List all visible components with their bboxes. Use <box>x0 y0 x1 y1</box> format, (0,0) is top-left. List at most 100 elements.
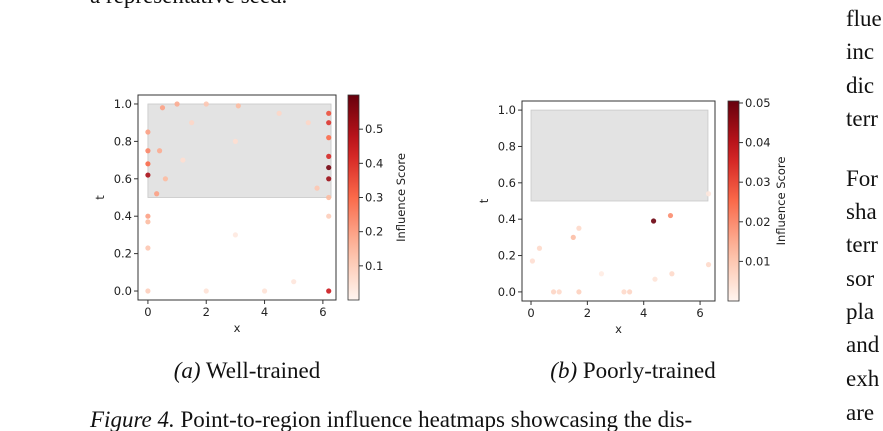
body-text: For <box>846 166 878 191</box>
body-text: dic <box>846 73 874 98</box>
x-tick-label: 0 <box>144 305 151 319</box>
point <box>156 148 163 154</box>
point <box>326 288 332 294</box>
y-tick-label: 0.0 <box>498 285 516 299</box>
point <box>576 225 582 231</box>
point <box>154 191 160 197</box>
y-tick-label: 1.0 <box>114 97 132 111</box>
point <box>145 213 151 219</box>
x-tick-label: 0 <box>527 306 534 320</box>
colorbar-tick-label: 0.01 <box>745 254 771 268</box>
subcaption: (b) Poorly-trained <box>550 358 716 383</box>
region <box>530 109 709 202</box>
subcaption-label: (b) <box>550 358 577 383</box>
x-axis-label: x <box>234 321 241 335</box>
point <box>326 153 332 159</box>
point <box>145 148 151 154</box>
y-tick-label: 1.0 <box>498 103 516 117</box>
point <box>326 213 332 219</box>
point <box>189 120 195 126</box>
body-text: a representative seed. <box>90 0 287 8</box>
colorbar <box>347 94 360 301</box>
y-tick-label: 0.2 <box>498 249 516 263</box>
y-tick-label: 0.6 <box>498 176 516 190</box>
point <box>174 101 180 107</box>
body-text: sha <box>846 199 877 224</box>
point <box>232 138 238 144</box>
y-axis-label: t <box>477 198 491 203</box>
point <box>232 232 238 238</box>
caption-label: Figure 4. <box>89 407 175 431</box>
x-tick-label: 6 <box>319 305 326 319</box>
y-tick-label: 0.8 <box>114 134 132 148</box>
x-tick-label: 6 <box>696 306 703 320</box>
body-text: terr <box>846 232 878 257</box>
point <box>705 262 712 268</box>
point <box>145 172 151 178</box>
y-tick-label: 0.4 <box>114 209 132 223</box>
point <box>705 191 712 197</box>
point <box>667 212 674 219</box>
point <box>576 289 582 295</box>
region <box>147 103 332 198</box>
point <box>145 219 151 225</box>
colorbar-tick-label: 0.4 <box>365 156 383 170</box>
point <box>261 288 268 294</box>
colorbar-tick-label: 0.05 <box>745 96 771 110</box>
point <box>235 103 241 109</box>
body-text: terr <box>846 106 878 131</box>
colorbar-tick-label: 0.2 <box>365 225 383 239</box>
body-text: sor <box>846 266 874 291</box>
axes-frame <box>137 94 337 301</box>
body-text: are <box>846 400 874 425</box>
point <box>314 185 320 191</box>
point <box>550 289 557 295</box>
y-axis-label: t <box>93 195 107 200</box>
point <box>305 120 311 126</box>
point <box>326 164 332 171</box>
point <box>291 279 297 285</box>
x-tick-label: 4 <box>640 306 647 320</box>
subcaption: (a) Well-trained <box>174 358 321 383</box>
point <box>570 234 576 240</box>
axes-frame <box>521 100 716 302</box>
caption-text: Point-to-region influence heatmaps showc… <box>181 407 693 431</box>
y-tick-label: 0.6 <box>114 172 132 186</box>
body-text: pla <box>846 299 874 324</box>
colorbar-tick-label: 0.04 <box>745 136 771 150</box>
point <box>326 135 332 141</box>
point <box>145 161 151 167</box>
y-tick-label: 0.2 <box>114 247 132 261</box>
point <box>650 218 657 224</box>
colorbar-tick-label: 0.5 <box>365 122 383 136</box>
subcaption-title: Poorly-trained <box>583 358 716 383</box>
x-tick-label: 4 <box>261 305 268 319</box>
body-text: flue <box>846 6 882 31</box>
colorbar-label: Influence Score <box>394 153 408 242</box>
body-text: inc <box>846 39 874 64</box>
point <box>556 289 562 295</box>
point <box>652 276 658 282</box>
point <box>145 288 151 294</box>
x-tick-label: 2 <box>584 306 591 320</box>
point <box>598 271 605 277</box>
colorbar-tick-label: 0.02 <box>745 215 771 229</box>
point <box>162 176 169 182</box>
y-tick-label: 0.0 <box>114 284 132 298</box>
y-tick-label: 0.8 <box>498 139 516 153</box>
x-axis-label: x <box>615 322 622 336</box>
point <box>276 110 282 116</box>
body-text: exh <box>846 366 880 391</box>
point <box>203 101 209 107</box>
y-tick-label: 0.4 <box>498 212 516 226</box>
point <box>326 110 332 116</box>
colorbar-label: Influence Score <box>774 157 788 246</box>
point <box>159 105 166 111</box>
point <box>621 289 627 295</box>
body-text: and <box>846 332 880 357</box>
point <box>529 258 536 264</box>
point <box>145 129 151 135</box>
point <box>627 289 633 295</box>
subcaption-label: (a) <box>174 358 201 383</box>
